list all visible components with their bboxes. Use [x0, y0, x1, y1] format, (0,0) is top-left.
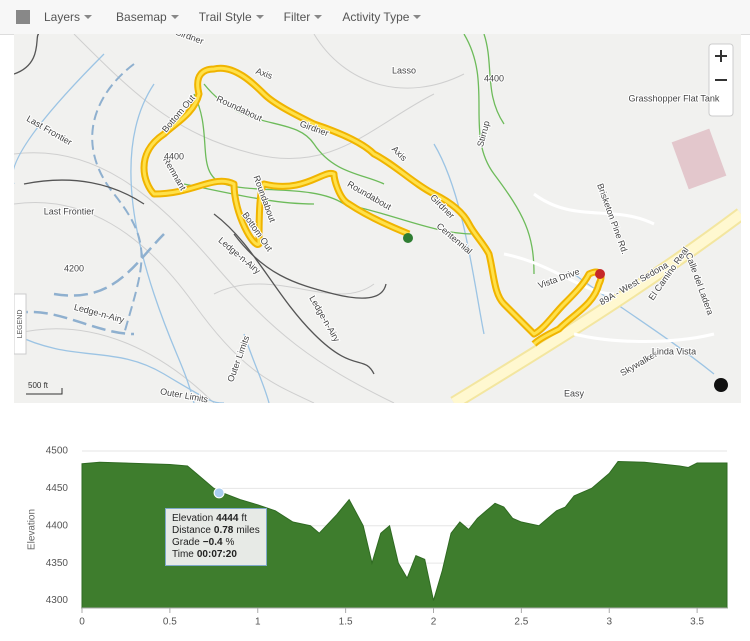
- y-tick-label: 4450: [46, 483, 69, 494]
- x-tick-label: 0.5: [163, 617, 177, 628]
- tooltip-text: %: [225, 537, 235, 548]
- tooltip-row: Distance 0.78 miles: [172, 525, 260, 537]
- y-axis-label: Elevation: [27, 509, 38, 550]
- map-label: 4200: [64, 263, 84, 273]
- elevation-area: [81, 460, 728, 609]
- tooltip-text: Distance: [172, 525, 211, 536]
- x-tick-label: 3.5: [690, 617, 704, 628]
- tooltip-text: 0.78: [213, 525, 234, 536]
- x-tick-label: 2: [431, 617, 437, 628]
- tooltip-text: 00:07:20: [196, 549, 237, 560]
- tooltip-text: Time: [172, 549, 194, 560]
- map-label: Grasshopper Flat Tank: [629, 93, 720, 103]
- legend-tab[interactable]: LEGEND: [17, 310, 24, 339]
- y-tick-label: 4350: [46, 558, 69, 569]
- tooltip-row: Grade −0.4%: [172, 537, 260, 549]
- tooltip-text: miles: [236, 525, 260, 536]
- tooltip-text: Grade: [172, 537, 200, 548]
- scale-label: 500 ft: [28, 381, 49, 390]
- y-tick-label: 4400: [46, 520, 69, 531]
- map-label: Linda Vista: [652, 346, 696, 356]
- toolbar-menu[interactable]: Basemap: [116, 10, 179, 24]
- toolbar: Layers Basemap Trail Style Filter Activity T…: [0, 0, 750, 35]
- y-tick-label: 4500: [46, 446, 69, 457]
- map-label: Lasso: [392, 65, 416, 75]
- home-icon: [16, 10, 30, 24]
- toolbar-menu[interactable]: Activity Type: [342, 10, 421, 24]
- elevation-chart: Elevation 4300 4350 4400 4450 4500 0 0.5 1 1.5 2 2.…: [27, 446, 728, 628]
- tooltip-text: Elevation: [172, 513, 214, 524]
- map-label: 4400: [484, 73, 504, 83]
- tooltip-text: ft: [241, 513, 247, 524]
- x-tick-label: 2.5: [514, 617, 528, 628]
- x-tick-label: 1.5: [339, 617, 353, 628]
- toolbar-menu[interactable]: Layers: [44, 10, 92, 24]
- x-tick-label: 3: [606, 617, 612, 628]
- tooltip-text: 4444: [216, 513, 239, 524]
- y-tick-label: 4300: [46, 595, 69, 606]
- tooltip-text: −0.4: [202, 537, 223, 548]
- map-label: Last Frontier: [44, 206, 95, 216]
- map-label: 4400: [164, 151, 184, 161]
- toolbar-menu[interactable]: Trail Style: [199, 10, 264, 24]
- tooltip-row: Elevation 4444 ft: [172, 513, 260, 525]
- hover-point: [213, 487, 225, 499]
- x-tick-label: 0: [79, 617, 85, 628]
- map-label: Easy: [564, 388, 585, 398]
- tooltip: Elevation 4444 ft Distance 0.78 miles Grade −0.…: [165, 508, 267, 566]
- tooltip-row: Time 00:07:20: [172, 549, 260, 561]
- x-tick-label: 1: [255, 617, 261, 628]
- toolbar-menu[interactable]: Filter: [284, 10, 323, 24]
